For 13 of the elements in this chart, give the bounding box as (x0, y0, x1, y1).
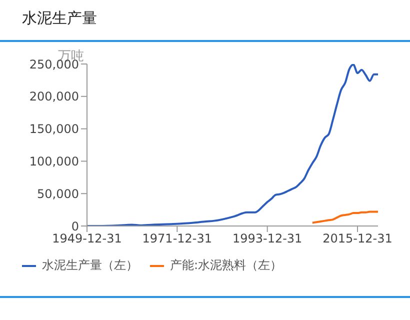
chart-title: 水泥生产量 (22, 9, 97, 28)
x-tick-label: 1971-12-31 (142, 232, 212, 246)
x-tick-label: 1993-12-31 (232, 232, 302, 246)
x-tick-label: 1949-12-31 (52, 232, 122, 246)
x-tick-label: 2015-12-31 (322, 232, 392, 246)
legend-label: 水泥生产量（左） (41, 257, 138, 274)
line-series (311, 210, 378, 224)
y-tick-label: 150,000 (29, 122, 79, 136)
y-tick-label: 100,000 (29, 154, 79, 168)
y-tick-label: 50,000 (37, 186, 79, 201)
legend-label: 产能:水泥熟料（左） (169, 257, 282, 274)
y-tick-label: 200,000 (29, 90, 79, 104)
y-tick-label: 0 (71, 219, 79, 234)
